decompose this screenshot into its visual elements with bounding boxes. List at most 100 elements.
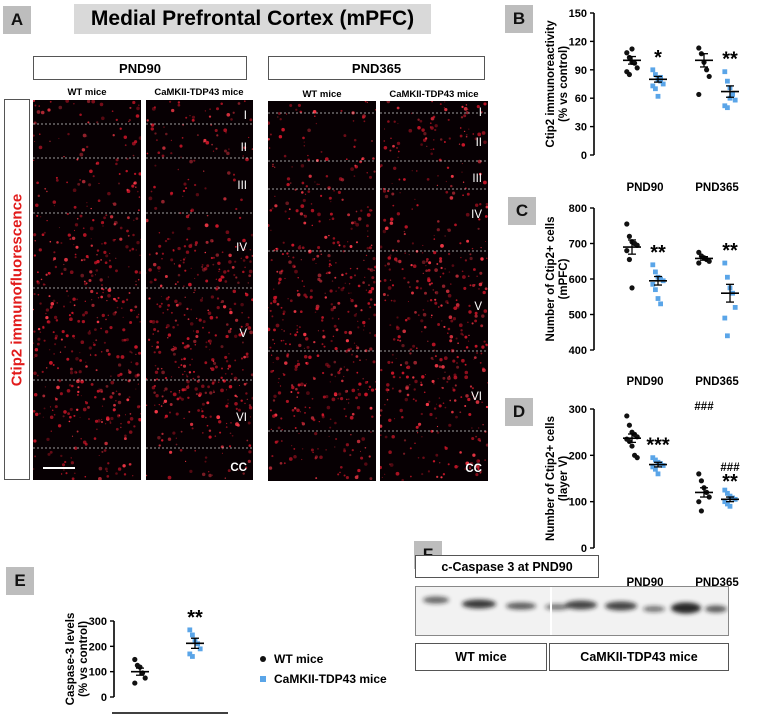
significance-marker: ** bbox=[187, 608, 203, 629]
data-point-tg bbox=[187, 627, 193, 633]
data-point-wt bbox=[142, 675, 148, 681]
y-axis-label: (mPFC) bbox=[558, 258, 570, 299]
data-point-wt bbox=[624, 413, 630, 419]
y-tick-label: 800 bbox=[569, 203, 587, 215]
data-point-tg bbox=[658, 78, 663, 84]
y-axis-label: (% vs control) bbox=[78, 621, 90, 697]
significance-marker: ** bbox=[650, 242, 666, 264]
y-axis-label: Ctip2 immunoreactivity bbox=[545, 20, 557, 148]
y-axis-label: Caspase-3 levels bbox=[65, 613, 77, 706]
data-point-wt bbox=[696, 471, 702, 477]
y-tick-label: 90 bbox=[575, 65, 587, 77]
y-tick-label: 600 bbox=[569, 274, 587, 286]
data-point-tg bbox=[722, 315, 728, 321]
pnd90-tg-label: CaMKII-TDP43 mice bbox=[154, 87, 244, 98]
data-point-tg bbox=[725, 105, 730, 111]
panel-a-letter: A bbox=[3, 6, 31, 34]
significance-marker: ### bbox=[694, 401, 714, 413]
y-axis-label: (% vs control) bbox=[558, 46, 570, 122]
data-point-tg bbox=[650, 262, 656, 268]
y-tick-label: 400 bbox=[569, 345, 587, 357]
panel-f-group-tg: CaMKII-TDP43 mice bbox=[549, 643, 729, 671]
data-point-tg bbox=[650, 83, 656, 89]
significance-marker: ** bbox=[722, 240, 738, 262]
data-point-tg bbox=[658, 74, 663, 80]
micrograph-pnd365-tg: I II III IV V VI CC bbox=[380, 101, 488, 481]
data-point-wt bbox=[696, 91, 702, 98]
data-point-tg bbox=[653, 287, 658, 293]
data-point-tg bbox=[730, 495, 735, 501]
panel-e-letter: E bbox=[6, 567, 34, 595]
layer-label-cc: CC bbox=[465, 463, 482, 475]
y-axis-label: Number of Ctip2+ cells bbox=[545, 217, 557, 342]
layer-label-vi: VI bbox=[236, 412, 247, 424]
category-label: PND90 bbox=[626, 376, 663, 388]
data-point-wt bbox=[626, 422, 632, 428]
data-point-wt bbox=[704, 67, 710, 73]
data-point-tg bbox=[197, 646, 203, 652]
scale-bar bbox=[43, 467, 75, 469]
layer-label-iv: IV bbox=[236, 242, 247, 254]
data-point-tg bbox=[660, 463, 666, 468]
data-point-tg bbox=[655, 93, 661, 99]
data-point-wt bbox=[634, 455, 640, 461]
data-point-wt bbox=[629, 46, 635, 52]
data-point-wt bbox=[626, 71, 632, 78]
y-axis-label: Number of Ctip2+ cells bbox=[545, 416, 557, 541]
data-point-wt bbox=[706, 494, 712, 500]
category-label: PND90 bbox=[626, 182, 663, 194]
legend-tg-label: CaMKII-TDP43 mice bbox=[274, 672, 387, 686]
data-point-tg bbox=[722, 103, 728, 109]
pnd365-header: PND365 bbox=[268, 56, 485, 80]
layer-label-v: V bbox=[474, 301, 482, 313]
data-point-tg bbox=[722, 260, 728, 266]
y-tick-label: 60 bbox=[575, 93, 587, 105]
layer-label-ii: II bbox=[475, 137, 482, 149]
pnd365-tg-label: CaMKII-TDP43 mice bbox=[389, 89, 479, 100]
micrograph-pnd90-tg: I II III IV V VI CC bbox=[146, 100, 253, 480]
y-tick-label: 200 bbox=[89, 641, 107, 653]
legend-wt-label: WT mice bbox=[274, 652, 324, 666]
pnd90-header: PND90 bbox=[33, 56, 247, 80]
y-tick-label: 300 bbox=[569, 404, 587, 416]
layer-label-i: I bbox=[478, 107, 482, 119]
data-point-wt bbox=[698, 478, 704, 484]
data-point-tg bbox=[658, 461, 663, 467]
data-point-tg bbox=[655, 471, 661, 477]
pnd90-wt-label: WT mice bbox=[67, 87, 107, 98]
data-point-wt bbox=[132, 656, 138, 663]
data-point-tg bbox=[722, 69, 728, 75]
significance-marker: ### bbox=[720, 462, 740, 474]
data-point-tg bbox=[650, 464, 656, 470]
y-tick-label: 120 bbox=[569, 36, 587, 48]
data-point-tg bbox=[653, 269, 658, 275]
micrograph-pnd365-wt bbox=[268, 101, 376, 481]
layer-label-cc: CC bbox=[230, 462, 247, 474]
legend-wt-marker bbox=[260, 656, 266, 662]
data-point-wt bbox=[696, 499, 702, 505]
data-point-tg bbox=[190, 654, 195, 659]
data-point-wt bbox=[706, 258, 712, 264]
y-tick-label: 0 bbox=[101, 692, 107, 704]
data-point-tg bbox=[725, 78, 730, 84]
data-point-wt bbox=[626, 256, 632, 263]
layer-label-v: V bbox=[239, 328, 247, 340]
side-label-text: Ctip2 immunofluorescence bbox=[8, 193, 26, 386]
chart-b: 0 30 60 90 120 150 Ctip2 immunoreactivity (% vs… bbox=[545, 8, 739, 194]
data-point-tg bbox=[190, 632, 195, 638]
category-label: PND365 bbox=[695, 376, 739, 388]
data-point-tg bbox=[732, 305, 738, 310]
chart-d: 0 100 200 300 Number of Ctip2+ cells (layer V… bbox=[545, 401, 740, 589]
data-point-wt bbox=[634, 65, 640, 71]
panel-a-title: Medial Prefrontal Cortex (mPFC) bbox=[74, 4, 431, 34]
chart-e: 0 100 200 300 Caspase-3 levels (% vs control)… bbox=[65, 608, 228, 714]
layer-label-i: I bbox=[243, 110, 247, 122]
data-point-wt bbox=[629, 285, 635, 291]
y-tick-label: 700 bbox=[569, 239, 587, 251]
blot-bands bbox=[423, 587, 727, 635]
data-point-tg bbox=[725, 333, 730, 339]
y-tick-label: 100 bbox=[89, 667, 107, 679]
layer-label-iii: III bbox=[237, 180, 247, 192]
micrograph-pnd90-wt bbox=[33, 100, 141, 480]
layer-label-ii: II bbox=[240, 142, 247, 154]
